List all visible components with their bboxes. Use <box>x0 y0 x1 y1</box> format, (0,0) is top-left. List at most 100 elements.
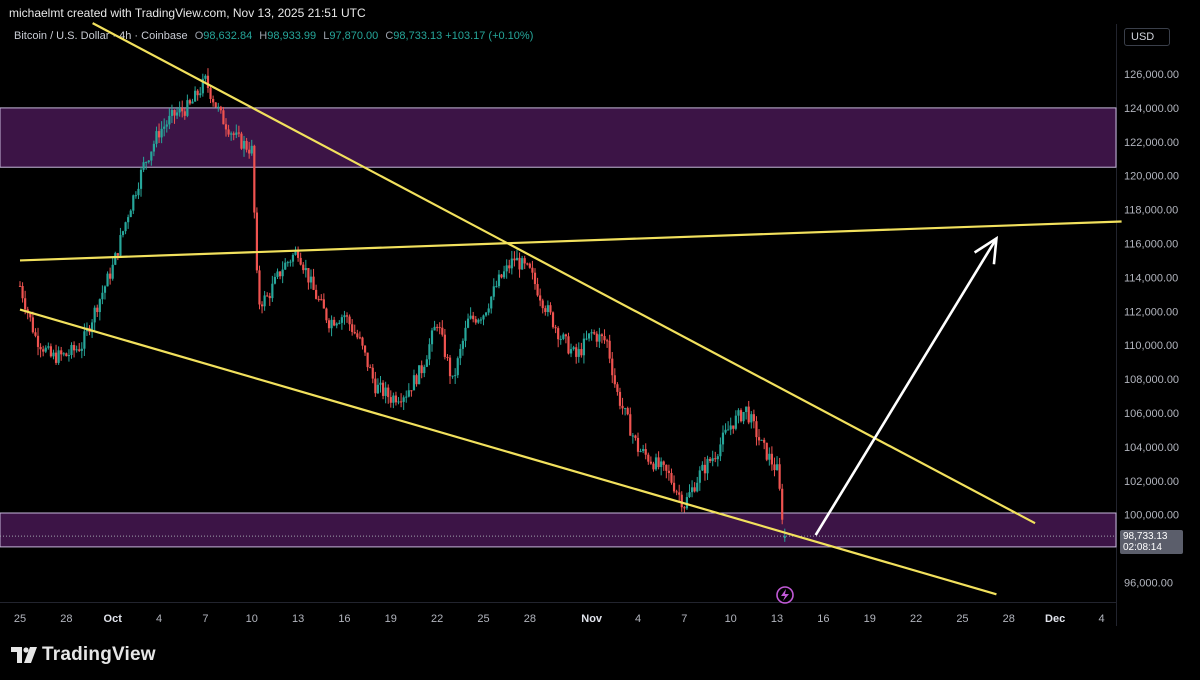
open-value: 98,632.84 <box>203 30 253 42</box>
candle-body <box>96 307 99 313</box>
candle-body <box>147 160 150 163</box>
candle-body <box>297 250 300 258</box>
candle-body <box>709 458 712 462</box>
candle-body <box>688 492 691 498</box>
candle-body <box>80 348 83 351</box>
price-tick-label: 120,000.00 <box>1124 171 1179 183</box>
close-value: 98,733.13 <box>393 30 443 42</box>
candle-body <box>636 437 640 452</box>
attribution-text: michaelmt created with TradingView.com, … <box>9 6 366 20</box>
candle-body <box>103 286 107 293</box>
candle-body <box>284 262 287 270</box>
candle-body <box>230 133 233 135</box>
candle-body <box>665 464 668 471</box>
candle-body <box>327 320 331 329</box>
time-tick-label: 19 <box>864 613 876 625</box>
candle-body <box>392 395 395 403</box>
candle-body <box>508 265 511 269</box>
candle-body <box>585 338 588 340</box>
candle-body <box>721 432 725 445</box>
candle-body <box>271 283 274 299</box>
candle-body <box>768 453 771 460</box>
candle-body <box>242 140 246 149</box>
candle-body <box>420 365 423 374</box>
candle-body <box>745 406 748 413</box>
candle-body <box>258 270 261 305</box>
time-tick-label: 16 <box>817 613 829 625</box>
candle-body <box>83 331 86 349</box>
projection-arrow[interactable] <box>814 237 998 536</box>
candle-body <box>374 378 377 394</box>
candle-body <box>29 312 32 318</box>
candle-body <box>212 98 215 103</box>
candle-body <box>152 143 155 152</box>
candle-body <box>775 464 779 471</box>
symbol-legend[interactable]: Bitcoin / U.S. Dollar · 4h · Coinbase O9… <box>14 30 533 42</box>
candle-body <box>253 145 256 213</box>
candle-body <box>603 336 606 341</box>
candle-body <box>273 276 277 284</box>
candle-body <box>134 195 137 197</box>
candle-body <box>340 317 343 323</box>
candle-body <box>181 108 184 112</box>
candle-body <box>320 299 323 301</box>
high-value: 98,933.99 <box>267 30 317 42</box>
candle-body <box>634 435 637 438</box>
candle-body <box>739 410 743 422</box>
candle-body <box>351 324 354 332</box>
candle-body <box>281 269 284 277</box>
time-tick-label: Oct <box>104 613 123 625</box>
event-flag-icon[interactable] <box>776 586 794 604</box>
candle-body <box>611 358 614 376</box>
falling-wedge-lower-line[interactable] <box>19 308 997 596</box>
candle-body <box>454 375 457 377</box>
time-tick-label: 13 <box>292 613 304 625</box>
candle-body <box>618 391 622 406</box>
candle-body <box>613 375 616 385</box>
time-tick-label: 7 <box>681 613 687 625</box>
upper-resistance-zone[interactable] <box>0 107 1117 168</box>
candle-body <box>624 408 627 410</box>
candle-body <box>554 327 557 329</box>
candle-body <box>88 327 91 333</box>
candle-body <box>572 347 575 350</box>
candle-body <box>263 295 266 307</box>
candle-body <box>294 250 297 255</box>
candle-body <box>464 327 467 341</box>
candle-body <box>551 312 555 328</box>
currency-selector[interactable]: USD <box>1124 28 1170 46</box>
lower-support-zone[interactable] <box>0 512 1117 548</box>
candle-body <box>160 128 163 138</box>
price-tick-label: 122,000.00 <box>1124 137 1179 149</box>
candle-body <box>235 132 238 135</box>
horizontal-resistance-line[interactable] <box>19 220 1122 262</box>
falling-wedge-upper-line[interactable] <box>92 22 1036 525</box>
time-tick-label: 28 <box>524 613 536 625</box>
candle-body <box>621 405 624 409</box>
candle-body <box>240 133 243 149</box>
candle-body <box>224 124 228 130</box>
candle-body <box>124 222 127 232</box>
candle-body <box>137 188 140 196</box>
candle-body <box>31 317 34 333</box>
tradingview-logo[interactable]: TradingView <box>11 644 156 666</box>
candle-body <box>363 345 367 353</box>
candle-body <box>361 337 364 346</box>
candle-body <box>34 332 37 336</box>
candle-body <box>629 414 632 436</box>
candle-body <box>711 458 714 462</box>
candle-body <box>479 319 483 321</box>
candle-body <box>36 335 40 347</box>
candle-body <box>209 87 212 99</box>
candle-body <box>781 488 784 520</box>
candle-body <box>39 346 42 350</box>
open-label: O <box>194 30 204 42</box>
price-tick-label: 116,000.00 <box>1124 239 1178 251</box>
candle-body <box>291 254 295 262</box>
candle-body <box>415 375 418 385</box>
candle-body <box>232 133 235 135</box>
time-tick-label: 25 <box>956 613 968 625</box>
candle-body <box>443 334 446 357</box>
tradingview-logo-text: TradingView <box>42 644 156 665</box>
